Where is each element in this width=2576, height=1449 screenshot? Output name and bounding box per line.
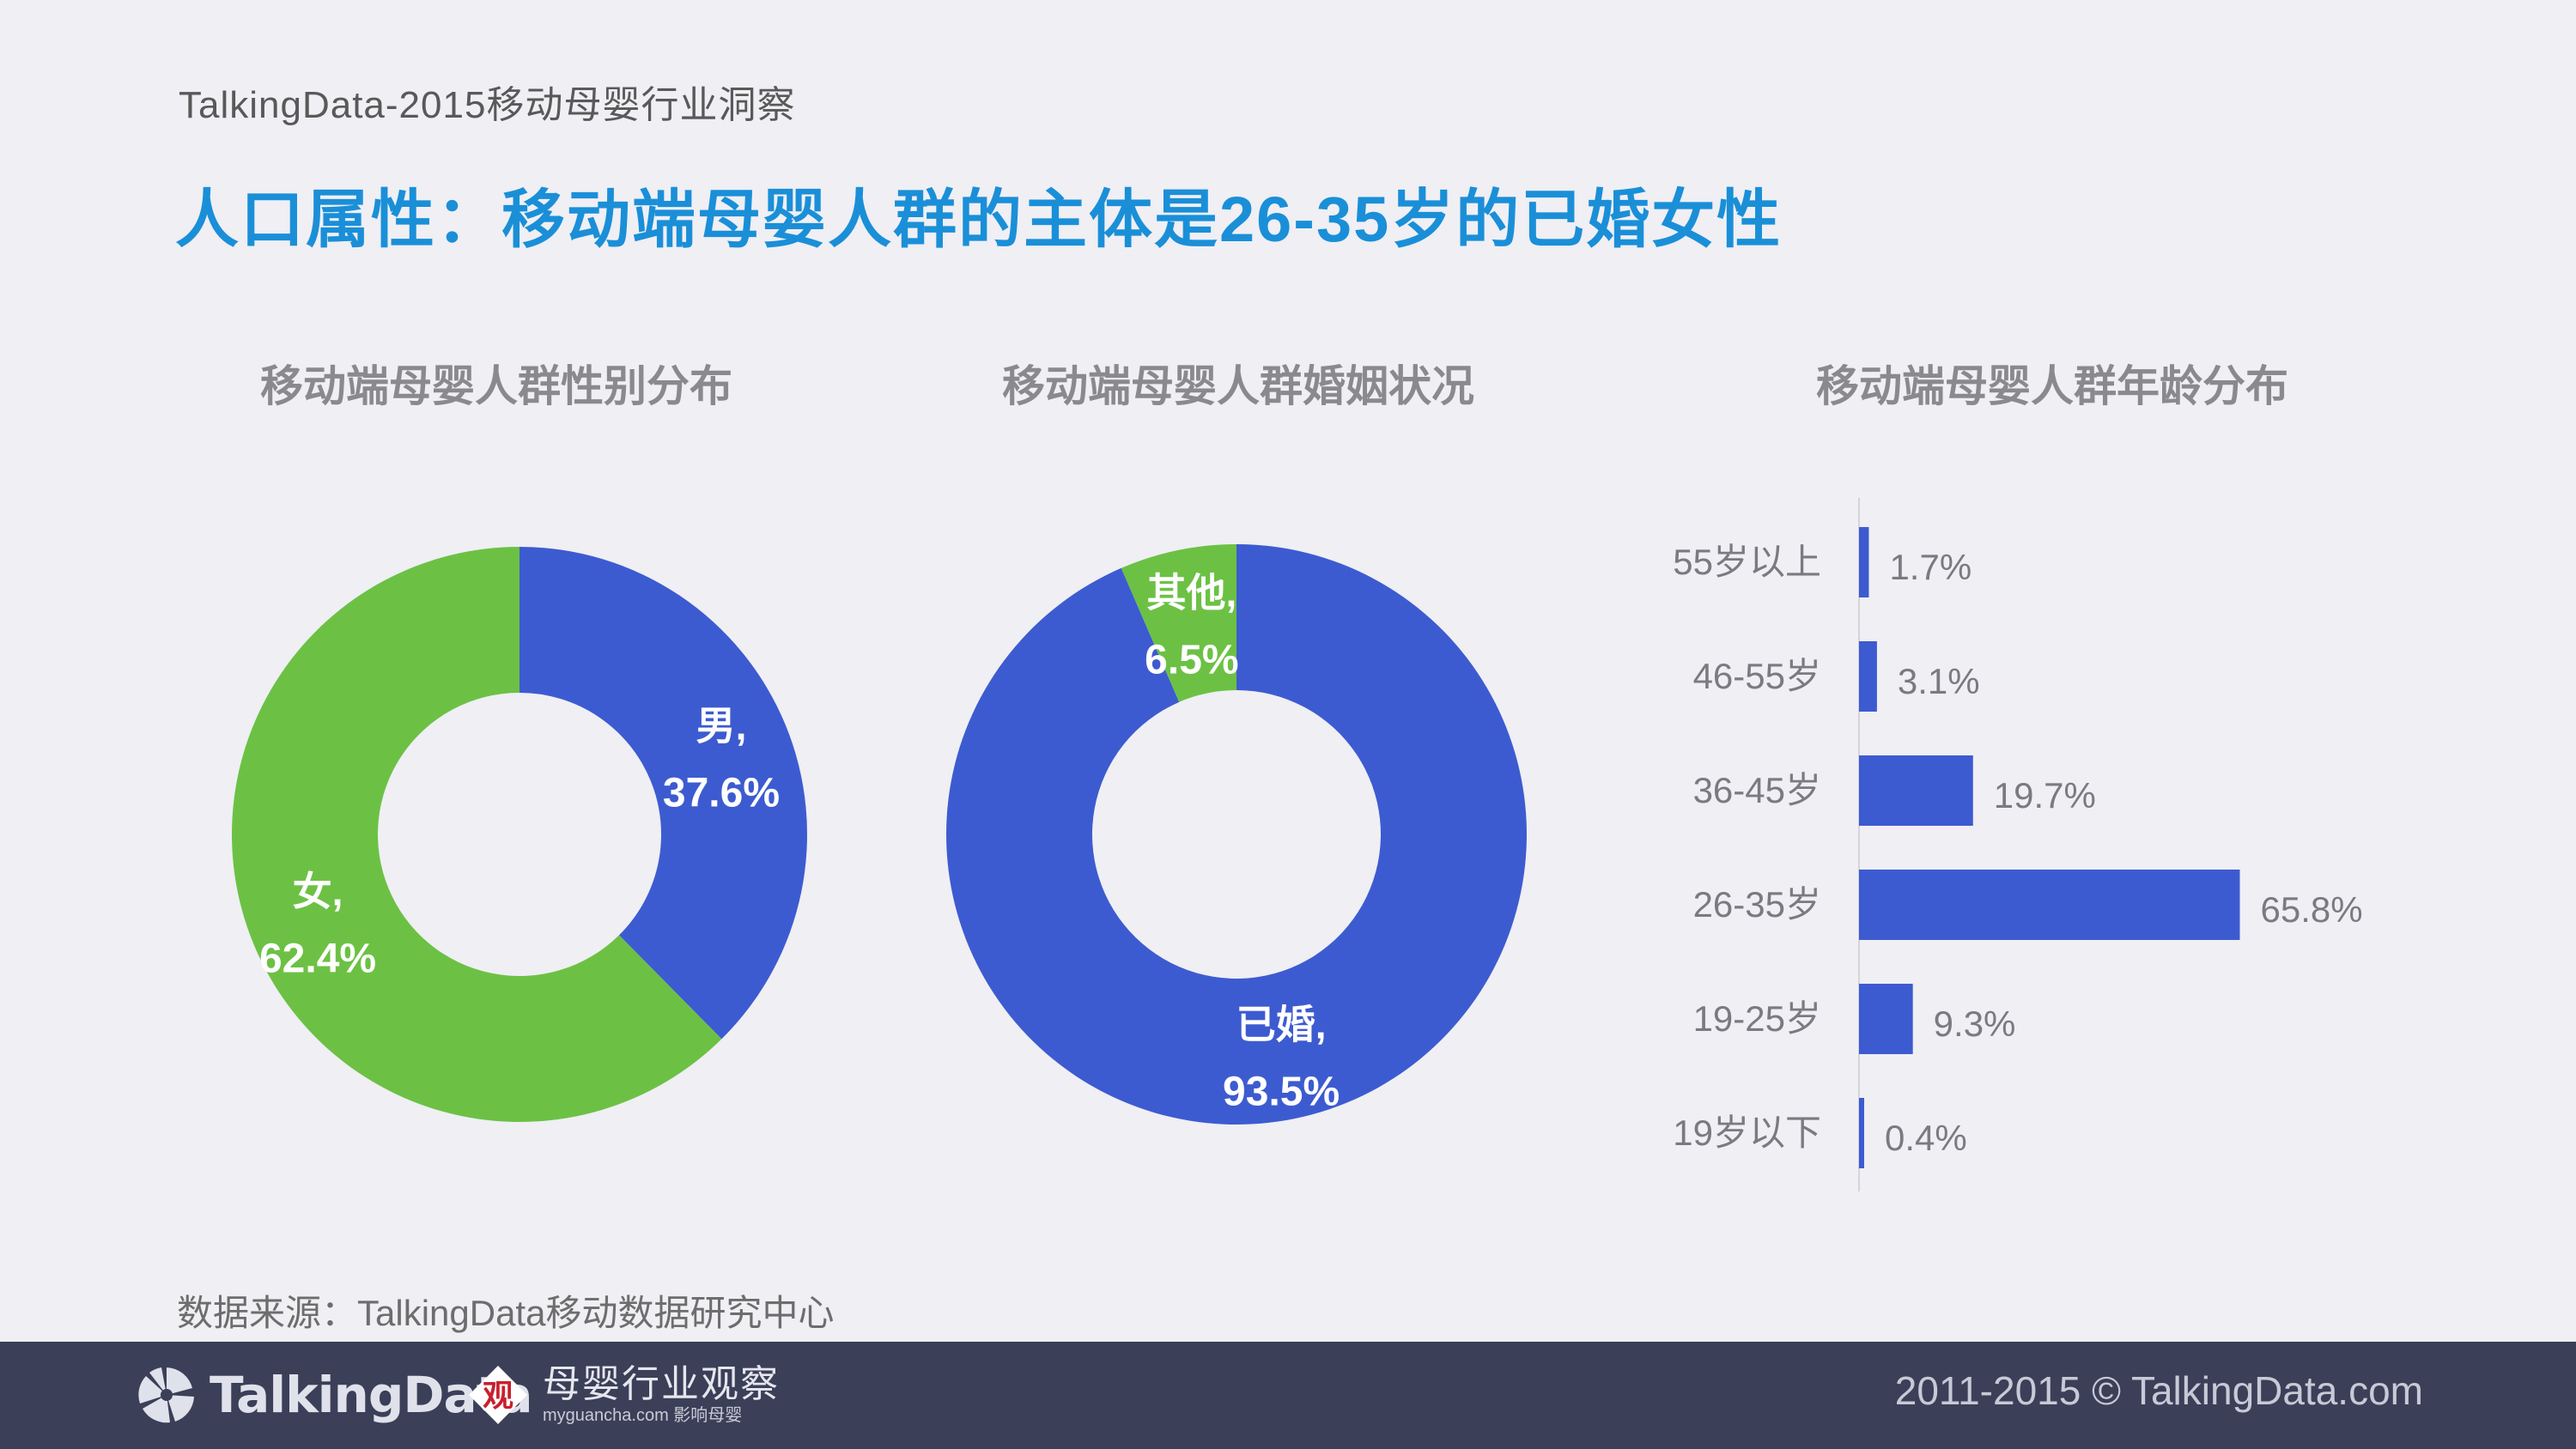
age-category-label-3: 26-35岁: [1693, 884, 1821, 925]
gender-slice-1-label: 女,: [293, 869, 343, 913]
slide-subtitle: TalkingData-2015移动母婴行业洞察: [179, 84, 796, 126]
gender-donut-chart: 男, 37.6% 女, 62.4%: [232, 547, 808, 1122]
gender-slice-0: [519, 547, 808, 1040]
age-bar-2: [1859, 755, 1973, 826]
copyright-text: 2011-2015 © TalkingData.com: [1894, 1368, 2423, 1413]
marital-slice-0: [946, 544, 1528, 1125]
muying-logo-icon: 观: [469, 1366, 527, 1424]
age-value-label-4: 9.3%: [1934, 1003, 2016, 1044]
age-category-label-4: 19-25岁: [1693, 998, 1821, 1039]
age-value-label-5: 0.4%: [1885, 1118, 1967, 1158]
age-category-label-0: 55岁以上: [1673, 542, 1821, 582]
footer-bar: [0, 1342, 2576, 1449]
marital-slice-0-value: 93.5%: [1223, 1070, 1340, 1115]
gender-slice-1: [232, 547, 722, 1122]
age-value-label-1: 3.1%: [1898, 661, 1980, 701]
age-value-label-0: 1.7%: [1889, 547, 1971, 587]
age-bar-0: [1859, 527, 1869, 597]
gender-chart-title: 移动端母婴人群性别分布: [260, 362, 732, 410]
gender-slice-0-value: 37.6%: [663, 771, 780, 816]
marital-slice-1: [1121, 544, 1236, 702]
marital-slice-1-label: 其他,: [1146, 570, 1236, 615]
marital-slice-0-label: 已婚,: [1236, 1003, 1327, 1047]
gender-slice-1-value: 62.4%: [259, 936, 376, 981]
age-category-label-2: 36-45岁: [1693, 770, 1821, 810]
age-value-label-3: 65.8%: [2260, 889, 2362, 930]
marital-chart-title: 移动端母婴人群婚姻状况: [1002, 362, 1474, 410]
charts-area: 男, 37.6% 女, 62.4% 已婚, 93.5% 其他, 6.5% 55岁以上 1.7%…: [232, 498, 2363, 1191]
age-bar-1: [1859, 641, 1877, 712]
age-category-label-1: 46-55岁: [1693, 656, 1821, 696]
age-category-label-5: 19岁以下: [1673, 1113, 1821, 1153]
age-bar-chart: 55岁以上 1.7% 46-55岁 3.1% 36-45岁 19.7% 26-35岁 65.8…: [1673, 498, 2363, 1191]
age-bar-3: [1859, 870, 2240, 940]
muying-logo-title: 母婴行业观察: [543, 1363, 780, 1405]
age-bar-4: [1859, 984, 1913, 1054]
marital-slice-1-value: 6.5%: [1145, 637, 1238, 682]
age-value-label-2: 19.7%: [1994, 775, 2096, 815]
muying-logo-domain: myguancha.com 影响母婴: [543, 1406, 743, 1425]
talkingdata-logo-icon: [138, 1367, 194, 1423]
muying-guancha-logo: 观 母婴行业观察 myguancha.com 影响母婴: [464, 1358, 780, 1432]
data-source-note: 数据来源：TalkingData移动数据研究中心: [177, 1293, 835, 1333]
gender-slice-0-label: 男,: [696, 704, 747, 749]
age-chart-title: 移动端母婴人群年龄分布: [1816, 362, 2288, 410]
age-bar-5: [1859, 1098, 1864, 1168]
marital-donut-chart: 已婚, 93.5% 其他, 6.5%: [946, 544, 1528, 1125]
slide-title: 人口属性：移动端母婴人群的主体是26-35岁的已婚女性: [175, 184, 1783, 255]
svg-text:观: 观: [483, 1379, 513, 1414]
